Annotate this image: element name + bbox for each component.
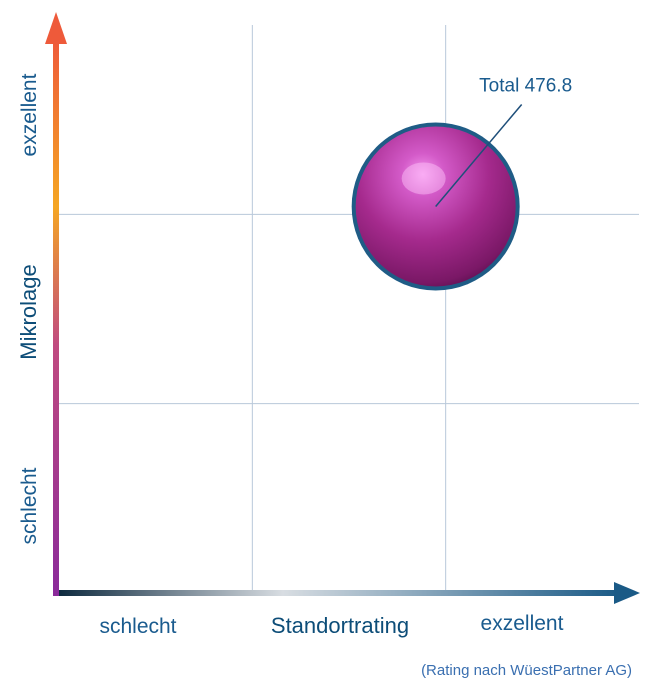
y-axis-title: Mikrolage [16, 264, 41, 359]
source-note: (Rating nach WüestPartner AG) [421, 662, 632, 679]
x-tick-label-high: exzellent [481, 612, 564, 635]
y-tick-label-low: schlecht [18, 467, 41, 544]
grid-lines [59, 25, 639, 593]
x-axis-line [59, 590, 619, 596]
x-axis-title: Standortrating [271, 613, 409, 638]
bubble-highlight [401, 162, 446, 195]
label-leader-line [435, 103, 523, 207]
x-tick-label-low: schlecht [99, 615, 176, 638]
x-axis-arrowhead [614, 582, 640, 604]
y-axis-line [53, 40, 59, 596]
data-label: Total 476.8 [479, 75, 572, 96]
bubble-point [355, 126, 516, 287]
y-axis-arrowhead [45, 12, 67, 44]
data-marks: Total 476.8 [351, 75, 572, 291]
y-tick-label-high: exzellent [18, 73, 41, 156]
